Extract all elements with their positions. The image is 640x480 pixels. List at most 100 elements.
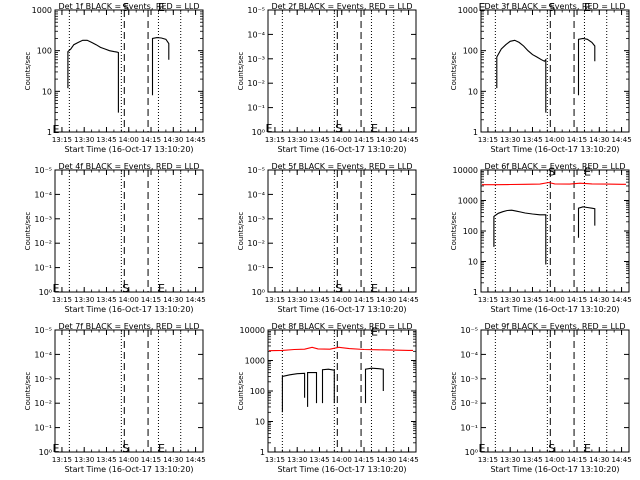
y-tick-label: 10⁻¹ — [34, 264, 52, 273]
x-tick-label: 13:45 — [309, 136, 329, 144]
y-tick-label: 100 — [463, 47, 478, 56]
x-tick-label: 13:45 — [96, 456, 116, 464]
chart-panel-7: Det 7f BLACK = Events, RED = LLD 10⁰ 10⁻¹ 1… — [24, 322, 206, 474]
segment-marker-e: E — [53, 282, 60, 295]
x-tick-label: 14:45 — [185, 456, 205, 464]
y-axis-label: Counts/sec — [450, 212, 458, 251]
y-tick-label: 10⁻² — [247, 239, 265, 248]
x-tick-label: 14:30 — [376, 456, 396, 464]
segment-marker-e: E — [371, 122, 378, 135]
y-tick-label: 10000 — [453, 166, 478, 175]
y-tick-label: 10⁰ — [252, 288, 265, 297]
chart-title: Det 3f BLACK = Events, RED = LLD — [484, 2, 625, 11]
events-series-line — [307, 372, 318, 407]
segment-marker-e: E — [266, 122, 273, 135]
x-axis-label: Start Time (16-Oct-17 13:10:20) — [490, 305, 619, 314]
y-tick-label: 1000 — [458, 6, 478, 15]
x-axis-label: Start Time (16-Oct-17 13:10:20) — [490, 465, 619, 474]
segment-marker-e: E — [584, 165, 591, 178]
y-tick-label: 1 — [260, 448, 265, 457]
y-tick-label: 10⁻¹ — [247, 104, 265, 113]
chart-panel-8: Det 8f BLACK = Events, RED = LLD 1 10 100 10… — [237, 322, 419, 474]
events-series-line — [281, 372, 306, 413]
y-tick-label: 10⁻¹ — [247, 264, 265, 273]
y-tick-label: 10⁻¹ — [460, 424, 478, 433]
x-tick-label: 14:00 — [119, 296, 139, 304]
chart-title: Det 6f BLACK = Events, RED = LLD — [484, 162, 625, 171]
y-tick-label: 10⁻⁴ — [247, 30, 265, 39]
x-tick-label: 13:45 — [96, 296, 116, 304]
y-tick-label: 10⁻² — [247, 79, 265, 88]
x-tick-label: 14:45 — [611, 296, 631, 304]
x-tick-label: 13:15 — [478, 136, 498, 144]
x-tick-label: 14:45 — [185, 296, 205, 304]
y-tick-label: 1000 — [32, 6, 52, 15]
x-tick-label: 14:45 — [398, 136, 418, 144]
y-tick-label: 1000 — [458, 197, 478, 206]
x-tick-label: 13:45 — [522, 136, 542, 144]
y-tick-label: 10⁰ — [465, 448, 478, 457]
x-tick-label: 14:15 — [141, 456, 161, 464]
x-tick-label: 14:30 — [163, 296, 183, 304]
x-tick-label: 14:15 — [354, 296, 374, 304]
x-tick-label: 14:15 — [567, 136, 587, 144]
x-tick-label: 14:30 — [589, 296, 609, 304]
chart-panel-6: Det 6f BLACK = Events, RED = LLD 1 10 100 10… — [450, 162, 632, 314]
y-tick-label: 10⁻⁵ — [34, 166, 52, 175]
y-tick-label: 1 — [47, 128, 52, 137]
x-tick-label: 14:15 — [567, 296, 587, 304]
segment-marker-s: S — [122, 1, 129, 14]
x-tick-label: 14:45 — [185, 136, 205, 144]
x-tick-label: 14:30 — [163, 136, 183, 144]
x-tick-label: 13:15 — [52, 456, 72, 464]
chart-title: Det 8f BLACK = Events, RED = LLD — [271, 322, 412, 331]
y-tick-label: 1 — [473, 288, 478, 297]
segment-marker-e: E — [584, 442, 591, 455]
x-tick-label: 14:30 — [376, 296, 396, 304]
x-tick-label: 13:30 — [74, 296, 94, 304]
segment-marker-e: E — [158, 442, 165, 455]
y-tick-label: 10 — [468, 87, 478, 96]
x-axis-label: Start Time (16-Oct-17 13:10:20) — [64, 145, 193, 154]
x-tick-label: 14:00 — [332, 136, 352, 144]
y-tick-label: 100 — [37, 47, 52, 56]
events-series-line — [151, 37, 170, 96]
y-axis-label: Counts/sec — [24, 372, 32, 411]
x-axis-label: Start Time (16-Oct-17 13:10:20) — [277, 465, 406, 474]
y-tick-label: 10⁻⁴ — [34, 190, 52, 199]
segment-marker-s: S — [548, 165, 555, 178]
events-series-line — [321, 368, 335, 404]
x-tick-label: 13:15 — [265, 136, 285, 144]
chart-panel-5: Det 5f BLACK = Events, RED = LLD 10⁰ 10⁻¹ 1… — [237, 162, 419, 314]
y-axis-label: Counts/sec — [237, 372, 245, 411]
x-tick-label: 14:00 — [545, 136, 565, 144]
x-tick-label: 14:15 — [567, 456, 587, 464]
x-tick-label: 13:15 — [52, 296, 72, 304]
y-tick-label: 10⁻³ — [247, 55, 265, 64]
x-tick-label: 13:30 — [74, 456, 94, 464]
events-series-line — [493, 209, 547, 265]
x-tick-label: 14:00 — [332, 296, 352, 304]
x-tick-label: 14:00 — [119, 136, 139, 144]
chart-title: Det 2f BLACK = Events, RED = LLD — [271, 2, 412, 11]
x-tick-label: 13:45 — [522, 296, 542, 304]
x-tick-label: 14:45 — [398, 296, 418, 304]
segment-marker-s: S — [335, 282, 342, 295]
y-tick-label: 10 — [468, 258, 478, 267]
y-tick-label: 10⁰ — [39, 448, 52, 457]
y-tick-label: 100 — [463, 227, 478, 236]
events-series-line — [364, 367, 384, 404]
y-tick-label: 10⁻² — [34, 399, 52, 408]
y-tick-label: 1 — [473, 128, 478, 137]
y-tick-label: 10⁰ — [39, 288, 52, 297]
segment-marker-e: E — [479, 1, 486, 14]
y-tick-label: 10⁻¹ — [34, 424, 52, 433]
y-tick-label: 10⁻⁵ — [247, 6, 265, 15]
x-axis-label: Start Time (16-Oct-17 13:10:20) — [277, 145, 406, 154]
x-tick-label: 14:45 — [611, 456, 631, 464]
y-tick-label: 10⁻⁵ — [34, 326, 52, 335]
x-tick-label: 14:00 — [332, 456, 352, 464]
x-tick-label: 13:15 — [265, 456, 285, 464]
y-tick-label: 10 — [255, 418, 265, 427]
